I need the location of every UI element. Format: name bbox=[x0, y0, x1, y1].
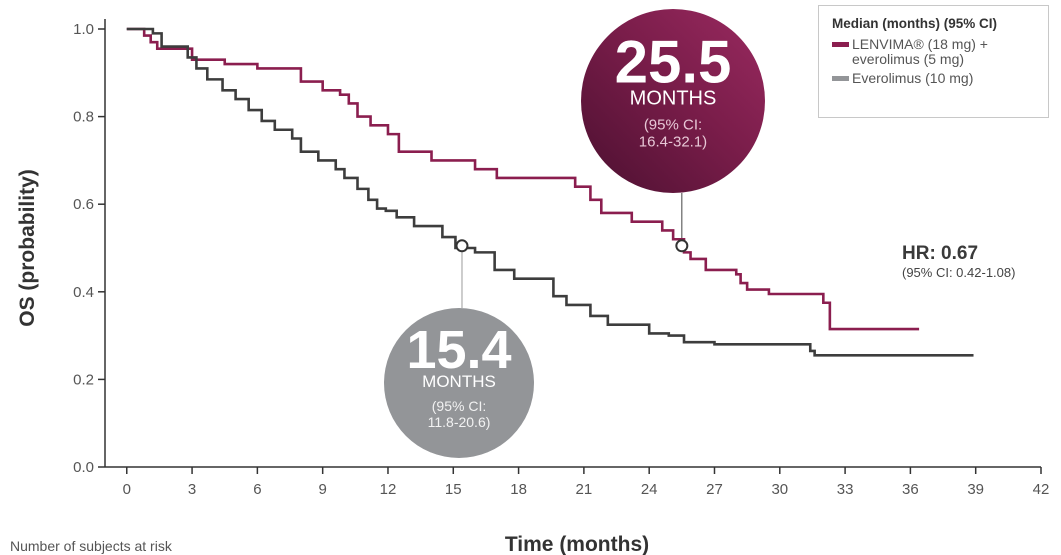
survival-curves bbox=[126, 27, 974, 357]
y-tick-label: 1.0 bbox=[73, 21, 94, 38]
legend-title: Median (months) (95% CI) bbox=[832, 16, 998, 31]
hazard-ratio-ci: (95% CI: 0.42-1.08) bbox=[902, 265, 1016, 280]
x-axis-label: Time (months) bbox=[505, 533, 649, 555]
median-unit: MONTHS bbox=[630, 88, 717, 110]
legend-label-everolimus: Everolimus (10 mg) bbox=[852, 70, 974, 86]
x-tick-label: 36 bbox=[902, 481, 919, 498]
y-axis-label: OS (probability) bbox=[16, 169, 39, 327]
median-ci-line1: (95% CI: bbox=[644, 117, 702, 134]
x-tick-label: 18 bbox=[510, 481, 527, 498]
y-tick-label: 0.6 bbox=[73, 196, 94, 213]
x-tick-label: 21 bbox=[576, 481, 593, 498]
x-tick-label: 0 bbox=[123, 481, 131, 498]
y-tick-label: 0.0 bbox=[73, 459, 94, 476]
at-risk-label: Number of subjects at risk bbox=[10, 538, 172, 554]
series-line-lenvima-everolimus bbox=[126, 27, 920, 331]
legend-entry-everolimus: Everolimus (10 mg) bbox=[832, 71, 1038, 86]
x-tick-label: 12 bbox=[380, 481, 397, 498]
axes: 0.00.20.40.60.81.00 3 6 9 12 15 18 21 24 27 30 33 36… bbox=[73, 19, 1049, 498]
series-line-everolimus bbox=[126, 27, 974, 357]
y-tick-label: 0.8 bbox=[73, 109, 94, 126]
hazard-ratio: HR: 0.67 (95% CI: 0.42-1.08) bbox=[902, 243, 1015, 280]
x-tick-label: 27 bbox=[706, 481, 723, 498]
x-tick-label: 42 bbox=[1033, 481, 1050, 498]
x-tick-label: 24 bbox=[641, 481, 658, 498]
legend: Median (months) (95% CI) LENVIMA® (18 mg… bbox=[818, 5, 1049, 118]
median-ci-line2: 16.4-32.1) bbox=[639, 134, 707, 151]
legend-swatch-lenvima bbox=[832, 42, 849, 47]
median-unit: MONTHS bbox=[422, 372, 496, 391]
x-tick-label: 30 bbox=[771, 481, 788, 498]
median-marker bbox=[455, 239, 469, 253]
median-callout-circle bbox=[581, 9, 765, 193]
x-tick-label: 3 bbox=[188, 481, 196, 498]
median-ci-line1: (95% CI: bbox=[432, 398, 486, 414]
x-tick-label: 39 bbox=[967, 481, 984, 498]
hazard-ratio-value: HR: 0.67 bbox=[902, 243, 979, 264]
x-tick-label: 6 bbox=[253, 481, 261, 498]
legend-swatch-everolimus bbox=[832, 76, 849, 81]
median-marker bbox=[675, 239, 689, 253]
x-tick-label: 15 bbox=[445, 481, 462, 498]
y-tick-label: 0.4 bbox=[73, 284, 94, 301]
x-tick-label: 33 bbox=[837, 481, 854, 498]
y-tick-label: 0.2 bbox=[73, 371, 94, 388]
legend-entry-lenvima: LENVIMA® (18 mg) + everolimus (5 mg) bbox=[832, 37, 1038, 67]
median-callout-circle bbox=[384, 308, 534, 458]
median-value: 15.4 bbox=[406, 320, 511, 380]
median-markers bbox=[455, 239, 689, 253]
x-tick-label: 9 bbox=[319, 481, 327, 498]
legend-label-lenvima: LENVIMA® (18 mg) + everolimus (5 mg) bbox=[852, 36, 988, 67]
median-ci-line2: 11.8-20.6) bbox=[428, 414, 491, 430]
median-value: 25.5 bbox=[615, 29, 732, 96]
